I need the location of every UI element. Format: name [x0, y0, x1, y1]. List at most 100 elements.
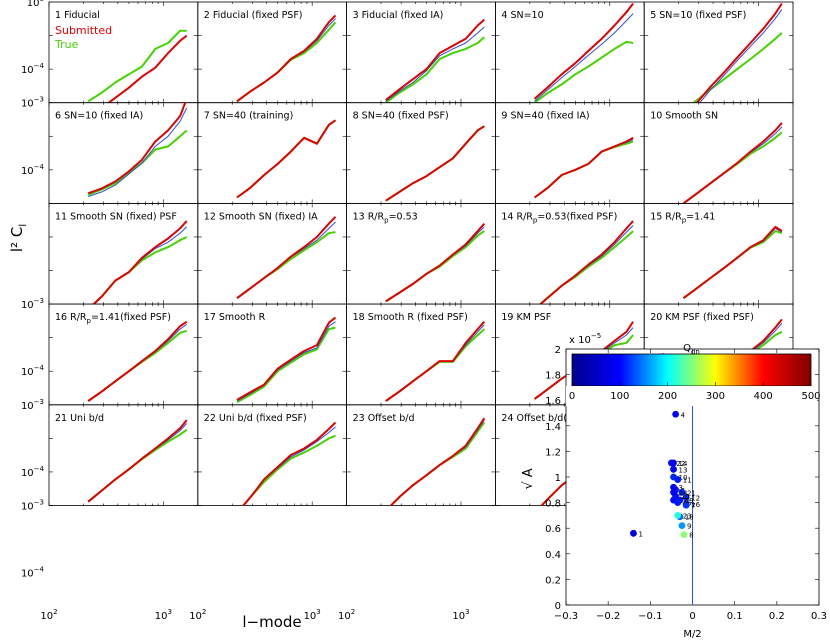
panel-3: 3 Fiducial (fixed IA) — [346, 1, 496, 104]
panel-title-text: 8 SN=40 (fixed PSF) — [353, 111, 449, 122]
submitted-series-line — [242, 421, 337, 506]
scatter-y-tick-label: 0.8 — [545, 499, 561, 510]
scatter-x-tick-label: 0.2 — [769, 611, 785, 622]
panel-title: 19 KM PSF — [501, 312, 551, 323]
grid-x-tick-label-base: 10 — [189, 611, 202, 622]
panel-title: 20 KM PSF (fixed PSF) — [650, 312, 754, 323]
panel-title-text: 9 SN=40 (fixed IA) — [501, 111, 589, 122]
panel-series — [92, 220, 188, 305]
scatter-y-tick-label: 0.2 — [545, 575, 561, 586]
grid-y-axis-label: l² Cl — [8, 224, 29, 252]
grid-y-tick-label-exponent: −4 — [34, 163, 45, 171]
panel-title: 18 Smooth R (fixed PSF) — [353, 312, 468, 323]
scatter-y-multiplier-exponent: −5 — [591, 332, 601, 340]
grid-y-tick-label-base: 10 — [21, 166, 34, 177]
panel-title-text: 3 Fiducial (fixed IA) — [353, 10, 444, 21]
data-point-9 — [678, 522, 686, 530]
data-point-label: 9 — [687, 523, 691, 531]
scatter-y-axis-label: √ A — [521, 468, 536, 489]
calibration-scatter-plot: −0.3 −0.2 −0.1 0 0.1 0.2 0.3 0 0.2 0.4 0.6 0.8 1 1.2 1… — [521, 332, 827, 640]
panel-title: 12 Smooth SN (fixed) IA — [204, 211, 318, 222]
panel-title: 16 R/Rp=1.41(fixed PSF) — [55, 312, 171, 325]
submitted-series-line — [385, 222, 486, 303]
submitted-series-line — [87, 320, 188, 402]
panel-series — [533, 2, 634, 103]
panel-title: 17 Smooth R — [204, 312, 266, 323]
panel-title: 13 R/Rp=0.53 — [353, 211, 418, 224]
submitted-series-line — [682, 225, 783, 300]
panel-series — [534, 136, 634, 199]
submitted-series-line — [92, 220, 188, 305]
true-series-line — [236, 326, 336, 403]
panel-title: 8 SN=40 (fixed PSF) — [353, 111, 449, 122]
comparison-series-line — [88, 107, 188, 197]
panel-title: 22 Uni b/d (fixed PSF) — [204, 413, 307, 424]
grid-y-tick-label: 10−4 — [21, 62, 45, 76]
panel-title-text: 4 SN=10 — [501, 10, 543, 21]
panel-title: 6 SN=10 (fixed IA) — [55, 111, 143, 122]
scatter-y-tick-label: 0 — [555, 601, 561, 612]
colorbar — [571, 353, 812, 387]
scatter-y-tick-label: 0.6 — [545, 524, 561, 535]
comparison-series-line — [534, 13, 634, 102]
submitted-series-line — [236, 14, 337, 103]
panel-series — [538, 220, 634, 305]
colorbar-title: Qdn — [683, 343, 700, 356]
panel-title: 14 R/Rp=0.53(fixed PSF) — [501, 211, 617, 224]
grid-x-axis-label: l−mode — [242, 613, 301, 631]
grid-x-tick-label: 102 — [338, 608, 355, 622]
grid-y-tick-label: 10−4 — [21, 364, 45, 378]
scatter-x-tick-label: 0 — [689, 611, 695, 622]
scatter-x-tick-label: −0.2 — [596, 611, 620, 622]
panel-series — [236, 14, 337, 103]
grid-y-tick-label-base: 10 — [27, 0, 40, 9]
panel-title: 7 SN=40 (training) — [204, 111, 293, 122]
grid-x-tick-label-exponent: 3 — [316, 608, 320, 616]
colorbar-tick-label: 0 — [569, 391, 575, 402]
data-point-label: 18 — [685, 514, 694, 522]
comparison-series-line — [699, 9, 783, 103]
true-series-line — [385, 36, 485, 103]
data-point-8 — [680, 531, 688, 538]
panel-series — [691, 2, 783, 103]
grid-x-tick-label: 103 — [452, 608, 469, 622]
colorbar-tick-label: 200 — [658, 391, 677, 402]
panel-12: 12 Smooth SN (fixed) IA — [197, 202, 348, 305]
data-point-label: 10 — [679, 474, 688, 482]
panel-title-text: 23 Offset b/d — [353, 413, 415, 424]
data-point-label: 7 — [691, 502, 695, 510]
grid-y-tick-label-base: 10 — [21, 502, 34, 513]
colorbar-tick-label: 400 — [754, 391, 773, 402]
data-point-24 — [670, 488, 677, 496]
panel-11: 11 Smooth SN (fixed) PSF — [48, 202, 199, 305]
submitted-series-line — [695, 2, 783, 103]
panel-title: 10 Smooth SN — [650, 111, 718, 122]
panel-10: 10 Smooth SN — [643, 102, 794, 204]
scatter-y-multiplier-base: x 10 — [569, 335, 591, 346]
grid-y-tick-label-base: 10 — [21, 401, 34, 412]
true-series-line — [534, 140, 634, 199]
true-series-line — [534, 40, 634, 103]
scatter-x-axis-label: M/2 — [683, 629, 701, 640]
grid-x-tick-label-exponent: 2 — [351, 608, 355, 616]
grid-x-tick-label-base: 10 — [338, 611, 351, 622]
panel-title: 21 Uni b/d — [55, 413, 104, 424]
true-series-line — [389, 421, 486, 506]
true-series-line — [87, 29, 187, 103]
panel-title-tail: =0.53(fixed PSF) — [537, 211, 617, 222]
panel-23: 23 Offset b/d — [346, 404, 496, 506]
panel-title-text: 20 KM PSF (fixed PSF) — [650, 312, 754, 323]
grid-y-axis-label-main: l² C — [8, 227, 26, 252]
scatter-y-tick-label: 1.2 — [545, 447, 561, 458]
panel-series — [385, 125, 485, 202]
data-point-22 — [668, 459, 675, 467]
panel-title-tail: =0.53 — [389, 211, 418, 222]
scatter-y-tick-label: 1.8 — [545, 371, 561, 382]
submitted-series-line — [538, 220, 634, 305]
panel-title: 9 SN=40 (fixed IA) — [501, 111, 589, 122]
submitted-series-line — [236, 216, 337, 300]
grid-y-tick-label-exponent: −3 — [34, 499, 44, 507]
grid-y-tick-label-exponent: −4 — [34, 566, 45, 574]
data-point-21 — [678, 488, 686, 496]
